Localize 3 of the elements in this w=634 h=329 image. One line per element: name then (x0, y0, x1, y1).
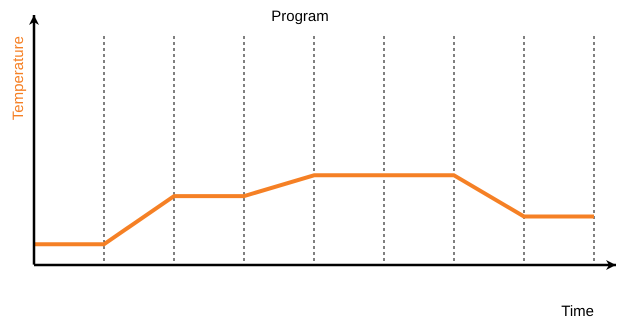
x-axis-title: Time (561, 303, 594, 320)
y-axis-title: Temperature (10, 36, 28, 120)
chart-title: Program (271, 8, 329, 26)
